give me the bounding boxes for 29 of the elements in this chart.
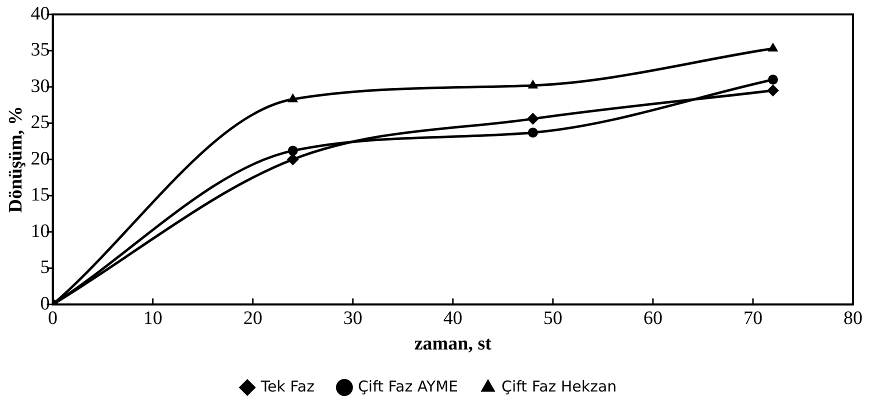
- x-tick-label: 20: [243, 308, 262, 329]
- x-tick-label: 70: [743, 308, 762, 329]
- x-tick-label: 60: [643, 308, 662, 329]
- x-tick-label: 40: [443, 308, 462, 329]
- y-tick-label: 0: [40, 293, 50, 314]
- legend-label: Çift Faz Hekzan: [502, 377, 617, 396]
- y-axis-title: Dönüşüm, %: [5, 106, 26, 213]
- point: [288, 146, 298, 156]
- point: [526, 112, 539, 125]
- point: [768, 42, 778, 52]
- x-tick-label: 80: [844, 308, 862, 329]
- y-tick-label: 25: [30, 112, 50, 134]
- x-tick-label: 10: [143, 308, 162, 329]
- point: [766, 84, 779, 97]
- y-tick-label: 15: [30, 184, 50, 206]
- y-tick-label: 10: [30, 220, 50, 242]
- point: [528, 128, 538, 138]
- point: [528, 79, 538, 88]
- y-tick-label: 20: [30, 148, 50, 170]
- x-tick-label: 50: [543, 308, 562, 329]
- y-tick-label: 35: [30, 40, 50, 61]
- point: [288, 93, 298, 102]
- legend-label: Tek Faz: [260, 377, 315, 396]
- y-tick-label: 30: [30, 76, 50, 97]
- point: [768, 74, 778, 85]
- x-axis-title: zaman, st: [414, 334, 492, 355]
- y-tick-label: 40: [30, 3, 50, 24]
- legend-label: Çift Faz AYME: [358, 377, 458, 396]
- x-tick-label: 30: [343, 308, 362, 329]
